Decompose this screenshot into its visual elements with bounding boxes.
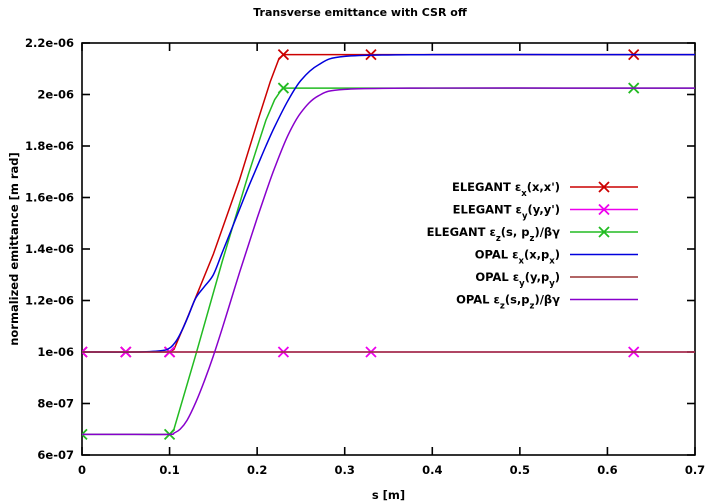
series-line-5 (82, 87, 695, 436)
y-tick-label: 1.8e-06 (25, 139, 74, 153)
x-tick-label: 0.7 (685, 463, 705, 477)
y-tick-label: 1.6e-06 (25, 191, 74, 205)
legend-entry[interactable]: OPAL εy(y,py) (475, 270, 638, 289)
x-tick-label: 0 (78, 463, 86, 477)
series-marker-2 (82, 428, 88, 441)
y-tick-label: 8e-07 (37, 397, 74, 411)
legend-label: ELEGANT εy(y,y') (453, 203, 560, 222)
legend-entry[interactable]: ELEGANT εz(s, pz)/βγ (427, 225, 638, 244)
y-tick-label: 1.2e-06 (25, 294, 74, 308)
series-marker-1 (82, 346, 88, 358)
legend-entry[interactable]: OPAL εz(s,pz)/βγ (456, 293, 638, 312)
series-line-0 (82, 53, 695, 353)
legend-label: OPAL εz(s,pz)/βγ (456, 293, 560, 312)
legend-label: OPAL εy(y,py) (475, 270, 560, 289)
series-marker-2 (277, 82, 290, 94)
chart-title: Transverse emittance with CSR off (253, 6, 467, 19)
x-tick-label: 0.3 (335, 463, 355, 477)
y-axis-title: normalized emittance [m rad] (7, 152, 21, 346)
series-marker-0 (277, 48, 290, 61)
plot-frame (81, 42, 696, 456)
legend-label: ELEGANT εz(s, pz)/βγ (427, 225, 561, 244)
y-tick-label: 2.2e-06 (25, 36, 74, 50)
legend-label: ELEGANT εx(x,x') (452, 180, 560, 199)
x-tick-label: 0.5 (510, 463, 530, 477)
x-tick-label: 0.6 (597, 463, 617, 477)
legend-entry[interactable]: ELEGANT εy(y,y') (453, 203, 638, 222)
legend-entry[interactable]: OPAL εx(x,px) (475, 248, 638, 267)
legend-swatch-marker (598, 226, 610, 238)
x-axis-title: s [m] (372, 488, 405, 502)
x-tick-label: 0.4 (422, 463, 442, 477)
legend-swatch-marker (598, 181, 610, 193)
series-line-2 (82, 87, 695, 436)
y-tick-label: 6e-07 (37, 448, 74, 462)
y-tick-label: 2e-06 (37, 88, 74, 102)
x-tick-label: 0.1 (159, 463, 179, 477)
legend-entry[interactable]: ELEGANT εx(x,x') (452, 180, 638, 199)
x-tick-label: 0.2 (247, 463, 267, 477)
y-tick-label: 1.4e-06 (25, 242, 74, 256)
series-line-3 (82, 53, 695, 353)
y-tick-label: 1e-06 (37, 345, 74, 359)
legend-swatch-marker (598, 203, 610, 216)
legend-label: OPAL εx(x,px) (475, 248, 560, 267)
